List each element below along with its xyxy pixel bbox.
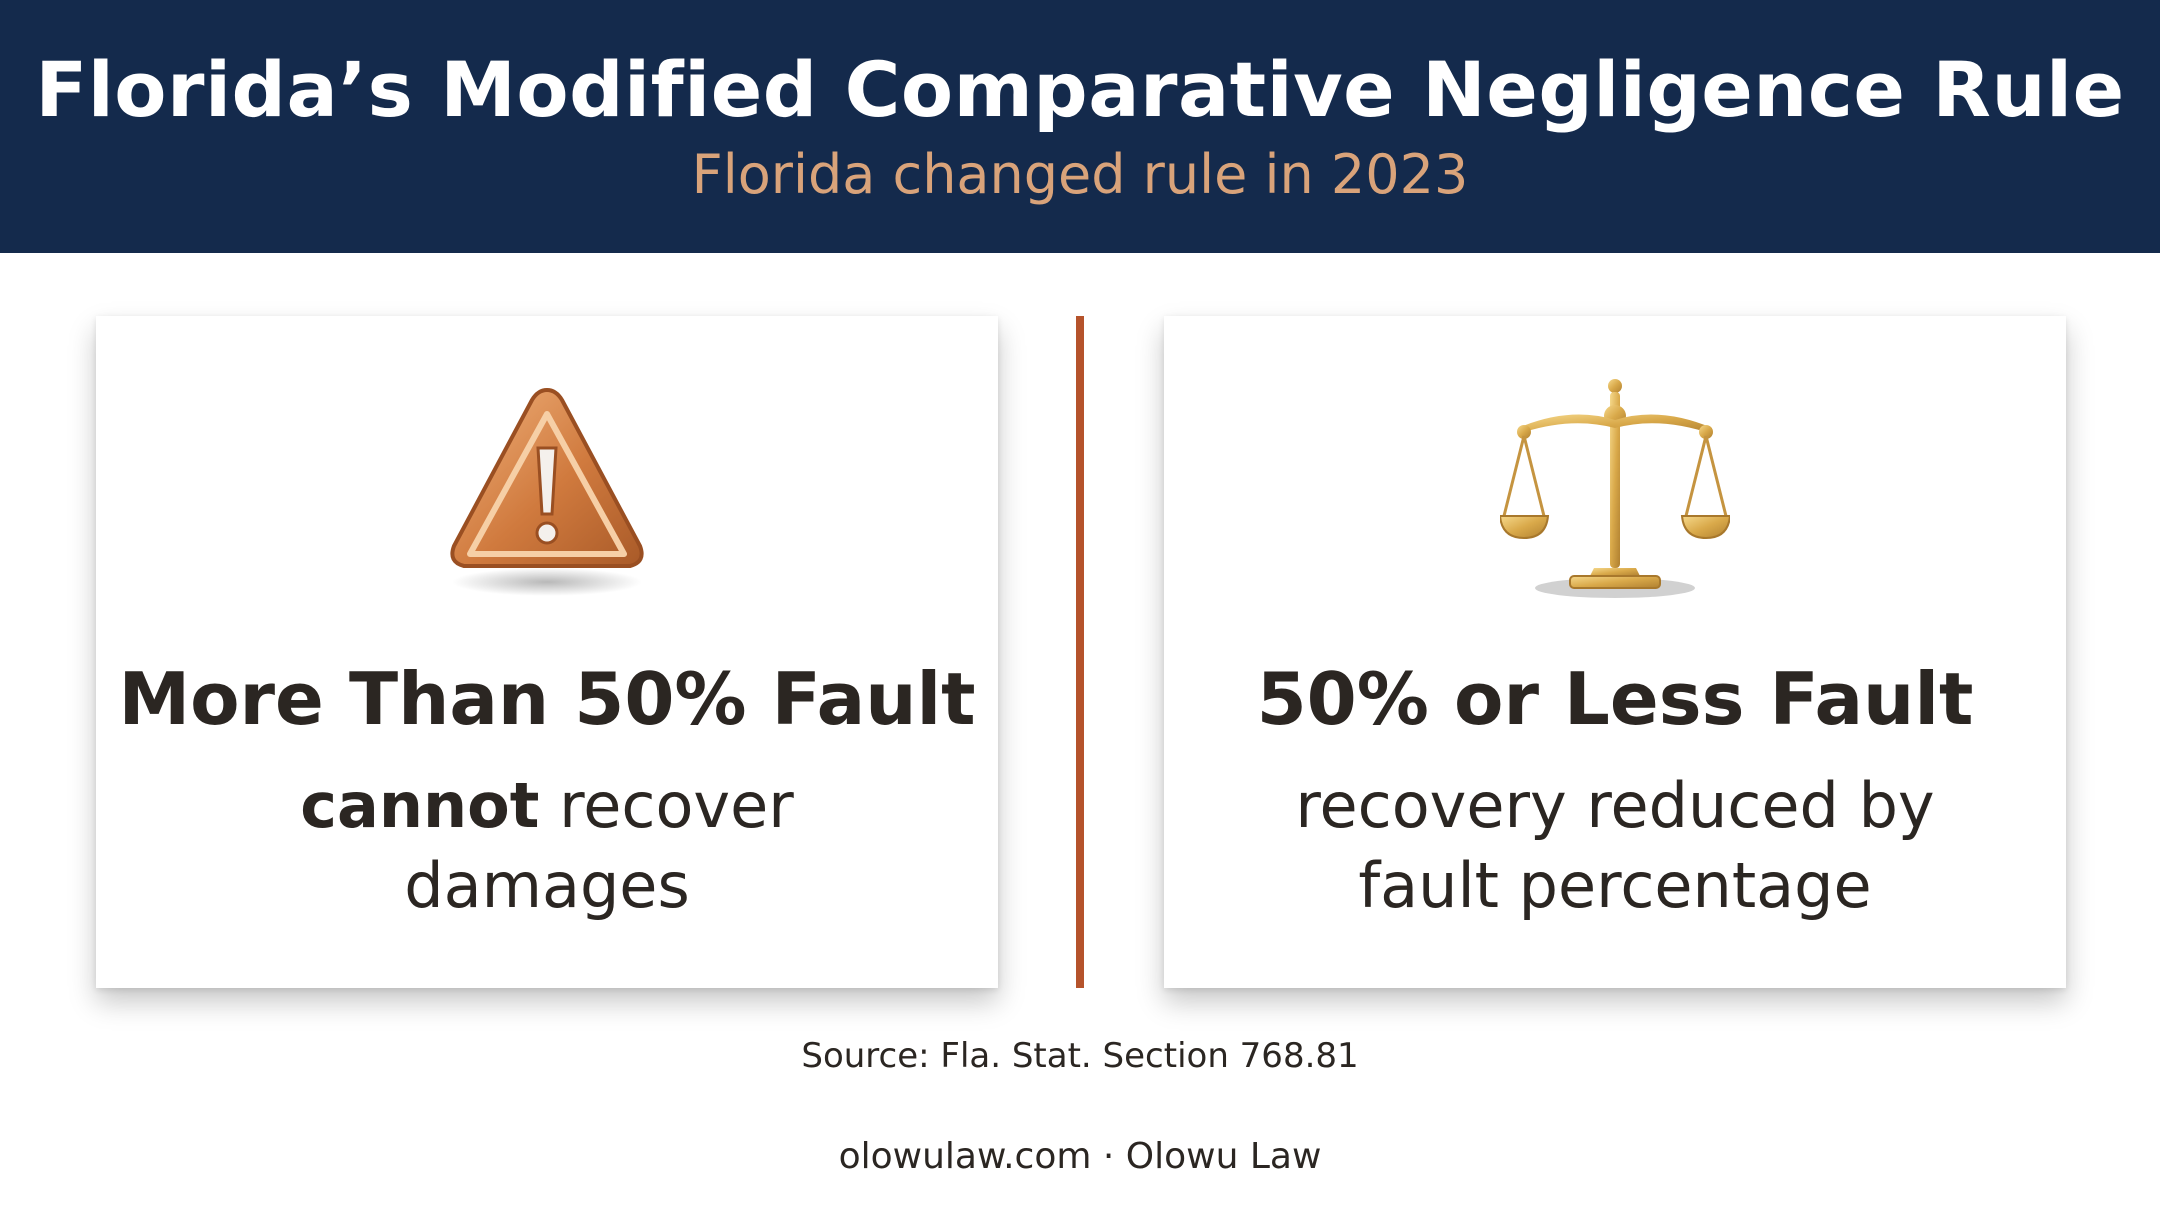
page-title: Florida’s Modified Comparative Negligenc… — [35, 45, 2125, 134]
card-more-than-50: More Than 50% Fault cannot recover damag… — [96, 316, 998, 988]
card-body-strong: cannot — [300, 769, 540, 842]
card-50-or-less: 50% or Less Fault recovery reduced by fa… — [1164, 316, 2066, 988]
page-subtitle: Florida changed rule in 2023 — [691, 143, 1469, 206]
card-heading: 50% or Less Fault — [1256, 657, 1974, 741]
card-body-rest: recover — [539, 769, 794, 842]
footer-credit: olowulaw.com · Olowu Law — [838, 1136, 1322, 1177]
card-body-line1: recovery reduced by — [1295, 769, 1935, 842]
card-body: cannot recover damages — [96, 766, 998, 926]
source-citation: Source: Fla. Stat. Section 768.81 — [801, 1036, 1359, 1076]
center-divider — [1076, 316, 1084, 988]
card-body-line2: damages — [404, 849, 690, 922]
card-heading: More Than 50% Fault — [118, 657, 976, 741]
scales-of-justice-icon — [1164, 376, 2066, 606]
card-body-line2: fault percentage — [1358, 849, 1872, 922]
header-banner: Florida’s Modified Comparative Negligenc… — [0, 0, 2160, 253]
card-body: recovery reduced by fault percentage — [1164, 766, 2066, 926]
card-body-line1: cannot recover — [96, 766, 998, 846]
warning-triangle-icon — [96, 376, 998, 606]
